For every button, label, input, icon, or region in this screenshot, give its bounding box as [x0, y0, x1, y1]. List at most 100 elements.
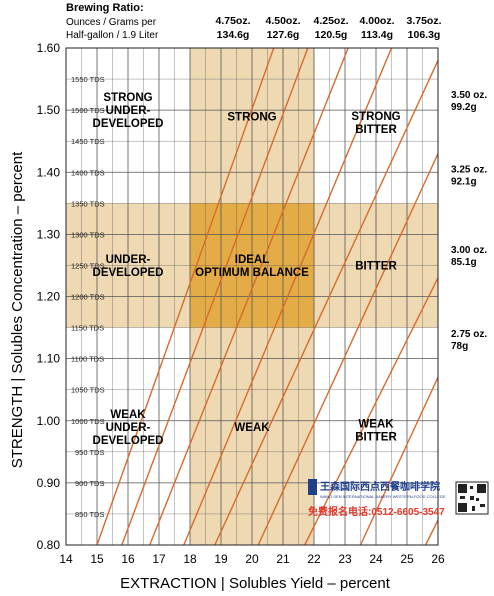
- brewing-ratio-subtitle-2: Half-gallon / 1.9 Liter: [66, 30, 159, 41]
- ratio-label-oz: 4.25oz.: [313, 15, 348, 27]
- y-tick-label: 1.20: [37, 290, 61, 304]
- ratio-label-g: 99.2g: [451, 102, 477, 113]
- watermark-school-name-en: WANG SEN INTERNATIONAL BAKERY WESTERN-FO…: [320, 494, 446, 499]
- watermark-school-name: 王森国际西点西餐咖啡学院: [320, 480, 440, 493]
- y-axis-title: STRENGTH | Solubles Concentration – perc…: [9, 151, 26, 468]
- ratio-line: [359, 376, 439, 546]
- y-tick-label: 1.10: [37, 352, 61, 366]
- ratio-label-g: 78g: [451, 341, 468, 352]
- zone-label-strong: STRONG: [227, 111, 276, 123]
- zone-label-underdeveloped: UNDER-: [106, 254, 151, 266]
- tds-label: 1050 TDS: [71, 386, 105, 395]
- zone-label-bitter: BITTER: [355, 260, 397, 272]
- zone-label-strong-underdeveloped: UNDER-: [106, 105, 151, 117]
- zone-label-weak: WEAK: [234, 422, 270, 434]
- ratio-line: [214, 60, 439, 546]
- ratio-label-oz: 4.75oz.: [215, 15, 250, 27]
- zone-label-weak-underdeveloped: DEVELOPED: [93, 435, 164, 447]
- ratio-label-oz: 4.00oz.: [359, 15, 394, 27]
- zone-label-weak-bitter: WEAK: [358, 419, 394, 431]
- ratio-labels: 4.75oz. 134.6g 4.50oz. 127.6g 4.25oz. 120.5g 4…: [215, 15, 487, 352]
- y-tick-label: 1.50: [37, 103, 61, 117]
- ratio-label-g: 85.1g: [451, 257, 477, 268]
- ratio-line: [304, 277, 439, 546]
- y-tick-label: 0.80: [37, 538, 61, 552]
- brewing-ratio-title: Brewing Ratio:: [66, 2, 144, 14]
- y-axis-title-text: STRENGTH | Solubles Concentration – perc…: [9, 151, 26, 468]
- brewing-ratio-subtitle-1: Ounces / Grams per: [66, 17, 157, 28]
- tds-label: 1150 TDS: [71, 324, 104, 333]
- x-tick-label: 20: [245, 552, 259, 566]
- tds-label: 1400 TDS: [71, 168, 105, 177]
- ratio-line: [424, 519, 439, 546]
- tds-label: 850 TDS: [75, 510, 104, 519]
- tds-label: 1450 TDS: [71, 137, 105, 146]
- watermark-logo-icon: [308, 479, 317, 495]
- tds-label: 1500 TDS: [71, 106, 105, 115]
- x-axis-title: EXTRACTION | Solubles Yield – percent: [120, 575, 391, 592]
- ratio-line: [121, 47, 309, 546]
- ratio-lines: [96, 47, 439, 546]
- ratio-label-g: 120.5g: [315, 29, 348, 41]
- zone-label-strong-bitter: STRONG: [351, 111, 400, 123]
- x-tick-label: 22: [307, 552, 321, 566]
- tds-label: 900 TDS: [75, 479, 104, 488]
- plot-frame: [65, 47, 439, 546]
- grid-lines: [65, 47, 439, 546]
- zone-label-underdeveloped: DEVELOPED: [93, 267, 164, 279]
- x-tick-label: 18: [183, 552, 197, 566]
- y-tick-label: 1.30: [37, 227, 61, 241]
- y-tick-label: 0.90: [37, 476, 61, 490]
- zone-label-strong-underdeveloped: STRONG: [103, 92, 152, 104]
- ratio-line: [183, 47, 393, 546]
- tds-label: 1300 TDS: [71, 230, 105, 239]
- zone-label-ideal: OPTIMUM BALANCE: [195, 267, 309, 279]
- x-tick-label: 14: [59, 552, 73, 566]
- zone-label-weak-bitter: BITTER: [355, 432, 397, 444]
- tds-label: 1100 TDS: [71, 355, 104, 364]
- y-tick-label: 1.60: [37, 41, 61, 55]
- ratio-label-g: 92.1g: [451, 176, 477, 187]
- ratio-label-g: 113.4g: [361, 29, 393, 41]
- x-tick-label: 21: [276, 552, 290, 566]
- ratio-label-oz: 3.25 oz.: [451, 164, 487, 175]
- ratio-label-oz: 3.00 oz.: [451, 245, 487, 256]
- x-tick-label: 23: [338, 552, 352, 566]
- x-tick-label: 25: [400, 552, 414, 566]
- y-tick-label: 1.40: [37, 165, 61, 179]
- ratio-label-g: 127.6g: [267, 29, 300, 41]
- tds-label: 1350 TDS: [71, 199, 105, 208]
- ratio-label-oz: 3.50 oz.: [451, 90, 487, 101]
- watermark: 王森国际西点西餐咖啡学院 WANG SEN INTERNATIONAL BAKE…: [308, 478, 492, 522]
- ratio-line: [149, 47, 349, 546]
- x-tick-label: 16: [121, 552, 135, 566]
- zone-label-ideal: IDEAL: [235, 254, 270, 266]
- x-tick-label: 26: [431, 552, 445, 566]
- ratio-label-g: 134.6g: [217, 29, 250, 41]
- x-tick-label: 24: [369, 552, 383, 566]
- tds-label: 950 TDS: [75, 448, 104, 457]
- ratio-label-oz: 4.50oz.: [265, 15, 300, 27]
- ratio-label-g: 106.3g: [408, 29, 441, 41]
- zone-label-weak-underdeveloped: UNDER-: [106, 422, 151, 434]
- ratio-line: [96, 47, 275, 546]
- y-tick-label: 1.00: [37, 414, 61, 428]
- zone-label-strong-underdeveloped: DEVELOPED: [93, 118, 164, 130]
- tds-labels: 850 TDS 900 TDS 950 TDS 1000 TDS 1050 TDS 110…: [71, 75, 105, 519]
- tds-label: 1550 TDS: [71, 75, 105, 84]
- watermark-phone: 免费报名电话:0512-6605-3547: [308, 505, 445, 518]
- x-tick-label: 19: [214, 552, 228, 566]
- ratio-line: [257, 153, 439, 546]
- tds-label: 1000 TDS: [71, 417, 105, 426]
- zone-label-weak-underdeveloped: WEAK: [110, 409, 146, 421]
- tds-label: 1200 TDS: [71, 293, 105, 302]
- x-tick-label: 17: [152, 552, 166, 566]
- qr-code-icon: [455, 481, 489, 515]
- tds-label: 1250 TDS: [71, 261, 105, 270]
- zone-label-strong-bitter: BITTER: [355, 124, 397, 136]
- axes: 14 15 16 17 18 19 20 21 22 23 24 25 26 0.80 0.90 1.00 1.…: [37, 41, 445, 566]
- ratio-label-oz: 2.75 oz.: [451, 329, 487, 340]
- ratio-label-oz: 3.75oz.: [406, 15, 441, 27]
